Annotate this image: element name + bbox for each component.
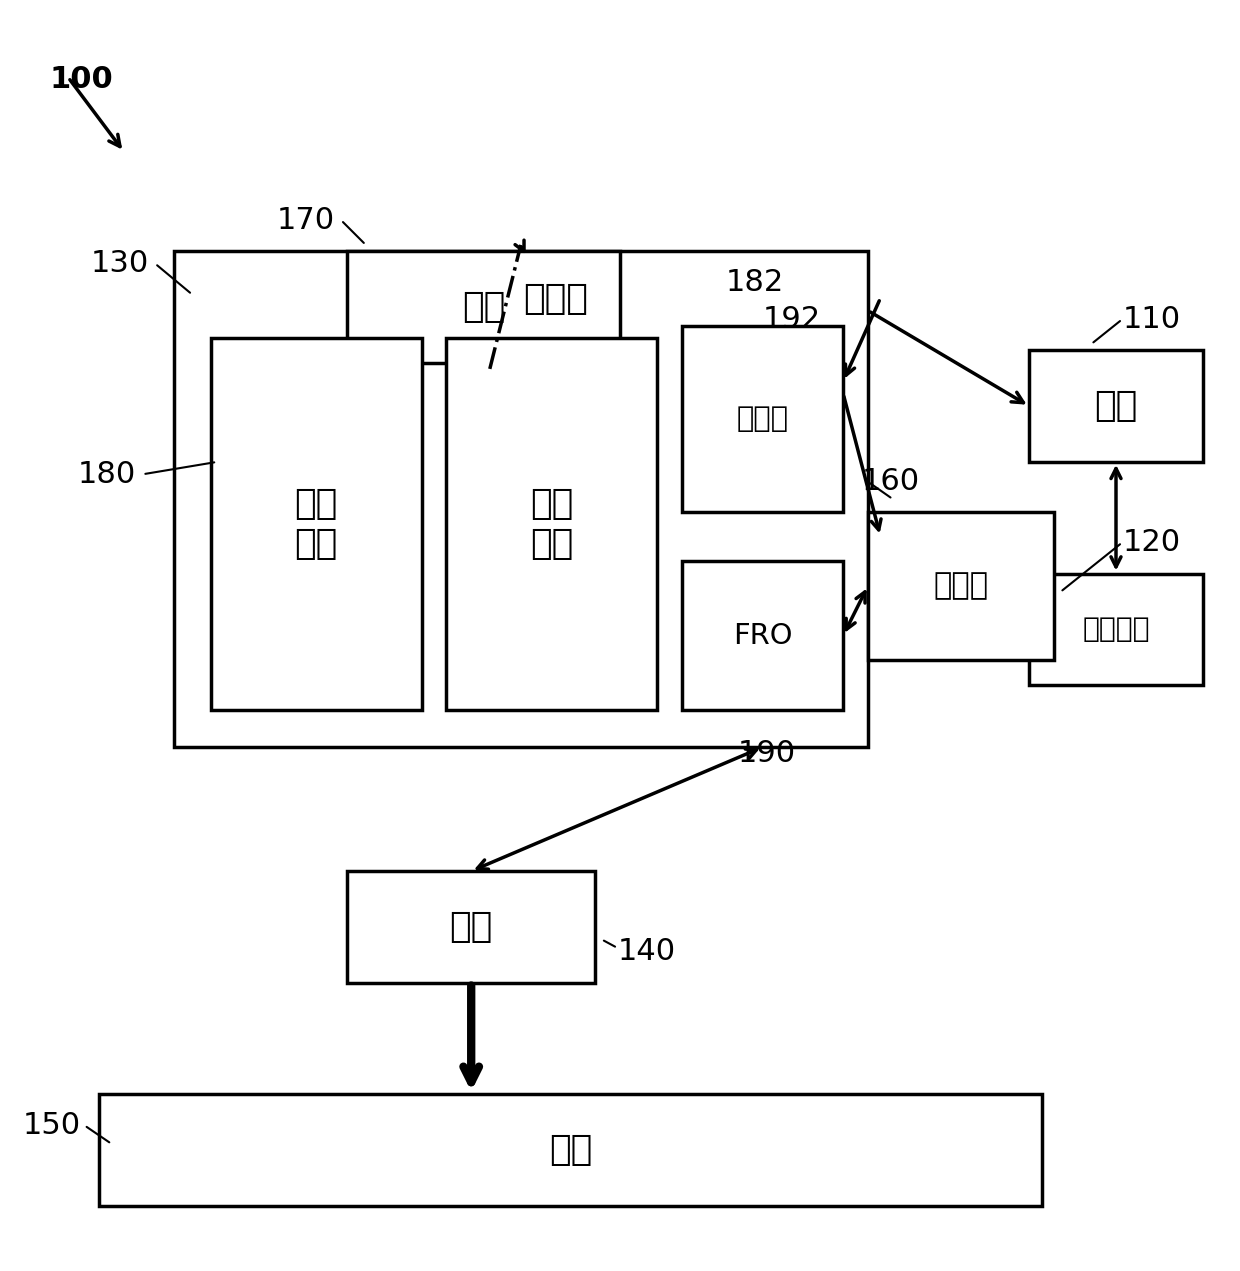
Text: 100: 100 [50,65,113,94]
FancyBboxPatch shape [99,1094,1042,1206]
Text: 110: 110 [1122,305,1180,334]
Text: 工件: 工件 [549,1134,591,1167]
Text: 马达: 马达 [1095,389,1137,423]
Text: 传感器: 传感器 [737,404,789,432]
FancyBboxPatch shape [347,252,620,362]
FancyBboxPatch shape [446,338,657,710]
Text: 进给
组件: 进给 组件 [531,487,573,561]
Text: 190: 190 [738,738,796,768]
Text: 动力供应: 动力供应 [1083,615,1149,643]
Text: 182: 182 [725,268,784,296]
FancyBboxPatch shape [174,252,868,747]
Text: 齿轮头: 齿轮头 [523,282,588,316]
Text: 主轴: 主轴 [450,910,492,944]
FancyBboxPatch shape [1029,573,1203,685]
FancyBboxPatch shape [868,511,1054,661]
FancyBboxPatch shape [347,871,595,982]
FancyBboxPatch shape [1029,351,1203,461]
Text: 控制器: 控制器 [934,572,988,600]
Text: 170: 170 [277,206,335,235]
Text: 180: 180 [78,460,136,489]
Text: 120: 120 [1122,527,1180,557]
Text: 192: 192 [763,305,821,334]
Text: FRO: FRO [733,622,792,649]
FancyBboxPatch shape [682,325,843,511]
Text: 驱动
组件: 驱动 组件 [295,487,337,561]
FancyBboxPatch shape [211,338,422,710]
Text: 140: 140 [618,937,676,966]
Text: 160: 160 [862,468,920,496]
Text: 130: 130 [91,249,149,278]
Text: 配件: 配件 [463,290,505,324]
FancyBboxPatch shape [682,561,843,710]
Text: 150: 150 [22,1111,81,1140]
